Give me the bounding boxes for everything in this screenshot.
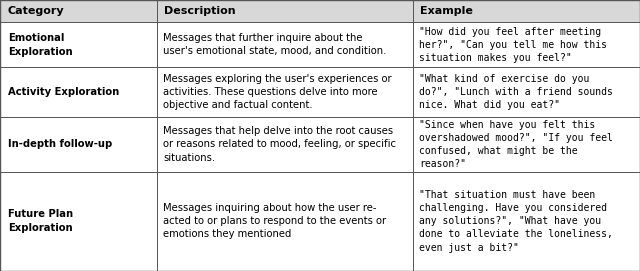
Text: Messages that further inquire about the
user's emotional state, mood, and condit: Messages that further inquire about the … (163, 33, 387, 56)
Bar (0, 0, 157, 22)
Bar (0, 117, 157, 172)
Text: Activity Exploration: Activity Exploration (8, 87, 119, 97)
Text: "That situation must have been
challenging. Have you considered
any solutions?",: "That situation must have been challengi… (419, 190, 613, 253)
Text: "How did you feel after meeting
her?", "Can you tell me how this
situation makes: "How did you feel after meeting her?", "… (419, 27, 607, 63)
Text: Description: Description (164, 6, 236, 16)
Bar (413, 22, 640, 67)
Bar (0, 22, 157, 67)
Bar (157, 117, 413, 172)
Text: In-depth follow-up: In-depth follow-up (8, 140, 112, 149)
Bar (413, 117, 640, 172)
Text: Messages inquiring about how the user re-
acted to or plans to respond to the ev: Messages inquiring about how the user re… (163, 203, 387, 240)
Bar (157, 0, 413, 22)
Bar (157, 22, 413, 67)
Text: "Since when have you felt this
overshadowed mood?", "If you feel
confused, what : "Since when have you felt this overshado… (419, 120, 613, 169)
Bar (413, 0, 640, 22)
Bar (413, 67, 640, 117)
Bar (413, 172, 640, 271)
Text: Emotional
Exploration: Emotional Exploration (8, 33, 72, 57)
Text: Category: Category (8, 6, 64, 16)
Text: Future Plan
Exploration: Future Plan Exploration (8, 209, 73, 233)
Text: Example: Example (420, 6, 474, 16)
Text: "What kind of exercise do you
do?", "Lunch with a friend sounds
nice. What did y: "What kind of exercise do you do?", "Lun… (419, 74, 613, 111)
Bar (157, 67, 413, 117)
Bar (157, 172, 413, 271)
Text: Messages exploring the user's experiences or
activities. These questions delve i: Messages exploring the user's experience… (163, 74, 392, 111)
Text: Messages that help delve into the root causes
or reasons related to mood, feelin: Messages that help delve into the root c… (163, 126, 396, 163)
Bar (0, 172, 157, 271)
Bar (0, 67, 157, 117)
